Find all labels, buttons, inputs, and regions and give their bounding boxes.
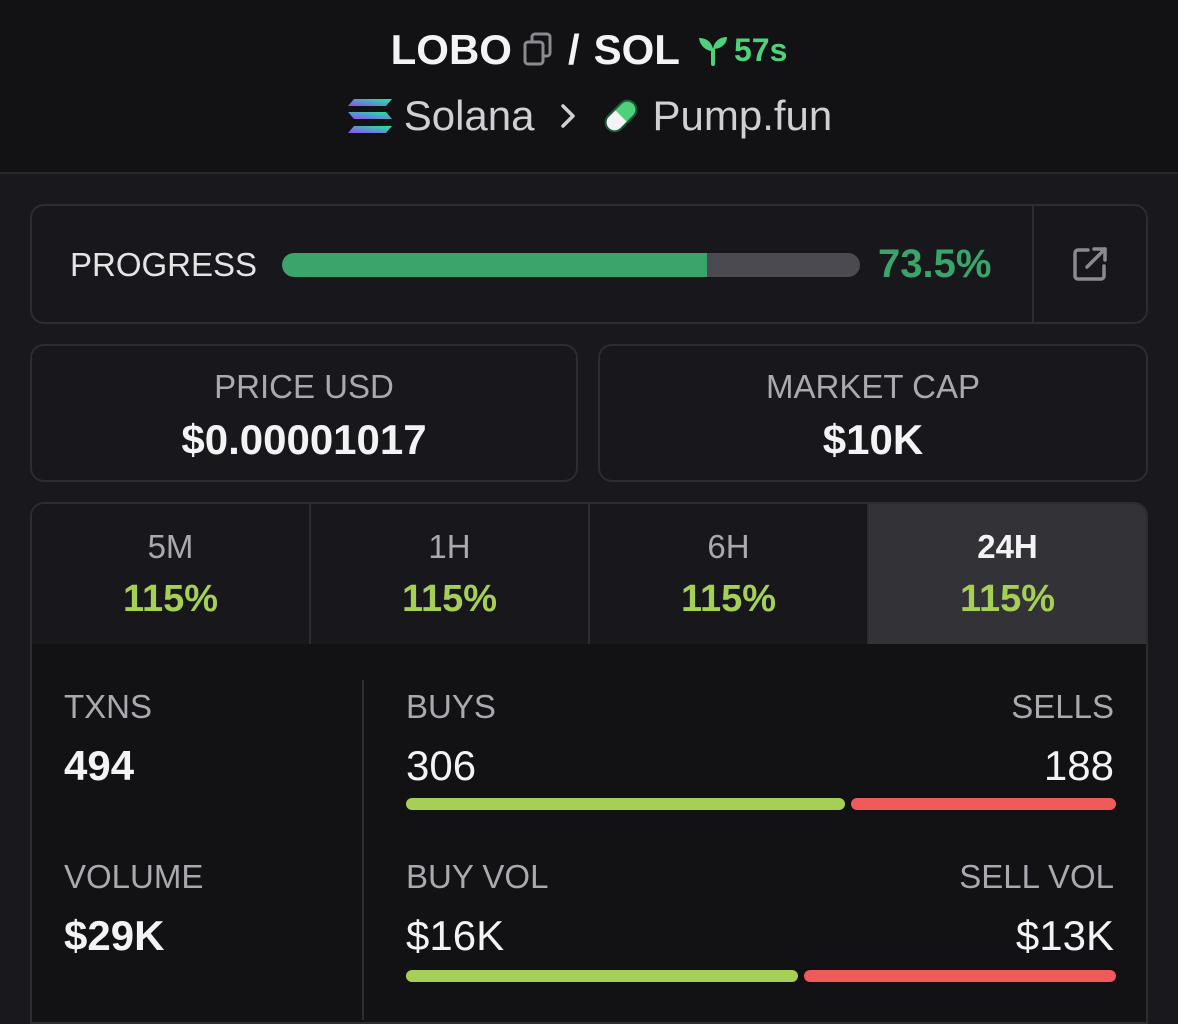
pill-icon xyxy=(599,94,643,138)
timeframe-tabs: 5M 115% 1H 115% 6H 115% 24H 115% xyxy=(30,502,1148,644)
buys-sells-bar xyxy=(406,798,1116,810)
tab-label: 5M xyxy=(147,528,194,565)
buy-sell-volume-bar xyxy=(406,970,1116,982)
pair-header: LOBO / SOL 57s xyxy=(0,0,1178,174)
token-symbol: LOBO xyxy=(390,26,512,73)
tab-6h[interactable]: 6H 115% xyxy=(590,504,869,644)
tab-change: 115% xyxy=(401,578,498,620)
sell-vol-value: $13K xyxy=(1015,912,1114,959)
pair-separator: / xyxy=(567,26,580,73)
price-usd-label: PRICE USD xyxy=(214,368,394,405)
sell-volume-bar xyxy=(803,970,1116,982)
tab-change: 115% xyxy=(959,578,1056,620)
tab-change: 115% xyxy=(680,578,777,620)
breadcrumb: Solana Pump.fun xyxy=(0,92,1178,140)
buys-label: BUYS xyxy=(406,688,496,725)
tab-1h[interactable]: 1H 115% xyxy=(311,504,590,644)
market-cap-label: MARKET CAP xyxy=(766,368,980,405)
price-usd-value: $0.00001017 xyxy=(181,416,427,463)
tab-5m[interactable]: 5M 115% xyxy=(32,504,311,644)
market-cap-value: $10K xyxy=(822,416,924,463)
txns-label: TXNS xyxy=(64,688,153,725)
progress-label: PROGRESS xyxy=(70,246,258,283)
market-cap-card: MARKET CAP $10K xyxy=(598,344,1148,482)
volume-value: $29K xyxy=(64,912,165,959)
buy-vol-value: $16K xyxy=(406,912,505,959)
price-usd-card: PRICE USD $0.00001017 xyxy=(30,344,578,482)
buy-vol-label: BUY VOL xyxy=(406,858,549,895)
chevron-right-icon xyxy=(559,102,577,130)
tab-label: 1H xyxy=(428,528,471,565)
pair-title: LOBO / SOL 57s xyxy=(0,26,1178,74)
txns-value: 494 xyxy=(64,742,135,789)
buy-volume-bar xyxy=(406,970,798,982)
bonding-progress-card: PROGRESS 73.5% xyxy=(30,204,1148,324)
sprout-icon xyxy=(698,37,727,66)
solana-icon xyxy=(346,97,394,135)
buys-value: 306 xyxy=(406,742,477,789)
sell-vol-label: SELL VOL xyxy=(959,858,1114,895)
pair-age-text: 57s xyxy=(733,31,788,68)
chain-link[interactable]: Solana xyxy=(403,92,535,139)
tab-24h[interactable]: 24H 115% xyxy=(869,504,1146,644)
external-link-icon xyxy=(1073,247,1107,281)
transaction-stats-panel: TXNS 494 BUYS 306 SELLS 188 VOLUME $29K … xyxy=(30,644,1148,1024)
sells-value: 188 xyxy=(1043,742,1114,789)
tab-change: 115% xyxy=(122,578,219,620)
quote-symbol: SOL xyxy=(593,26,680,73)
tab-label: 6H xyxy=(707,528,750,565)
sells-label: SELLS xyxy=(1011,688,1114,725)
divider xyxy=(362,680,364,1020)
progress-bar-fill xyxy=(282,253,707,277)
sells-bar xyxy=(851,798,1116,810)
progress-percent: 73.5% xyxy=(878,242,992,286)
progress-bar xyxy=(282,253,860,277)
copy-icon[interactable] xyxy=(522,32,554,68)
buys-bar xyxy=(406,798,846,810)
pair-age: 57s xyxy=(696,32,787,69)
platform-link[interactable]: Pump.fun xyxy=(652,92,833,139)
open-external-button[interactable] xyxy=(1032,206,1146,322)
tab-label: 24H xyxy=(977,528,1038,565)
volume-label: VOLUME xyxy=(64,858,204,895)
